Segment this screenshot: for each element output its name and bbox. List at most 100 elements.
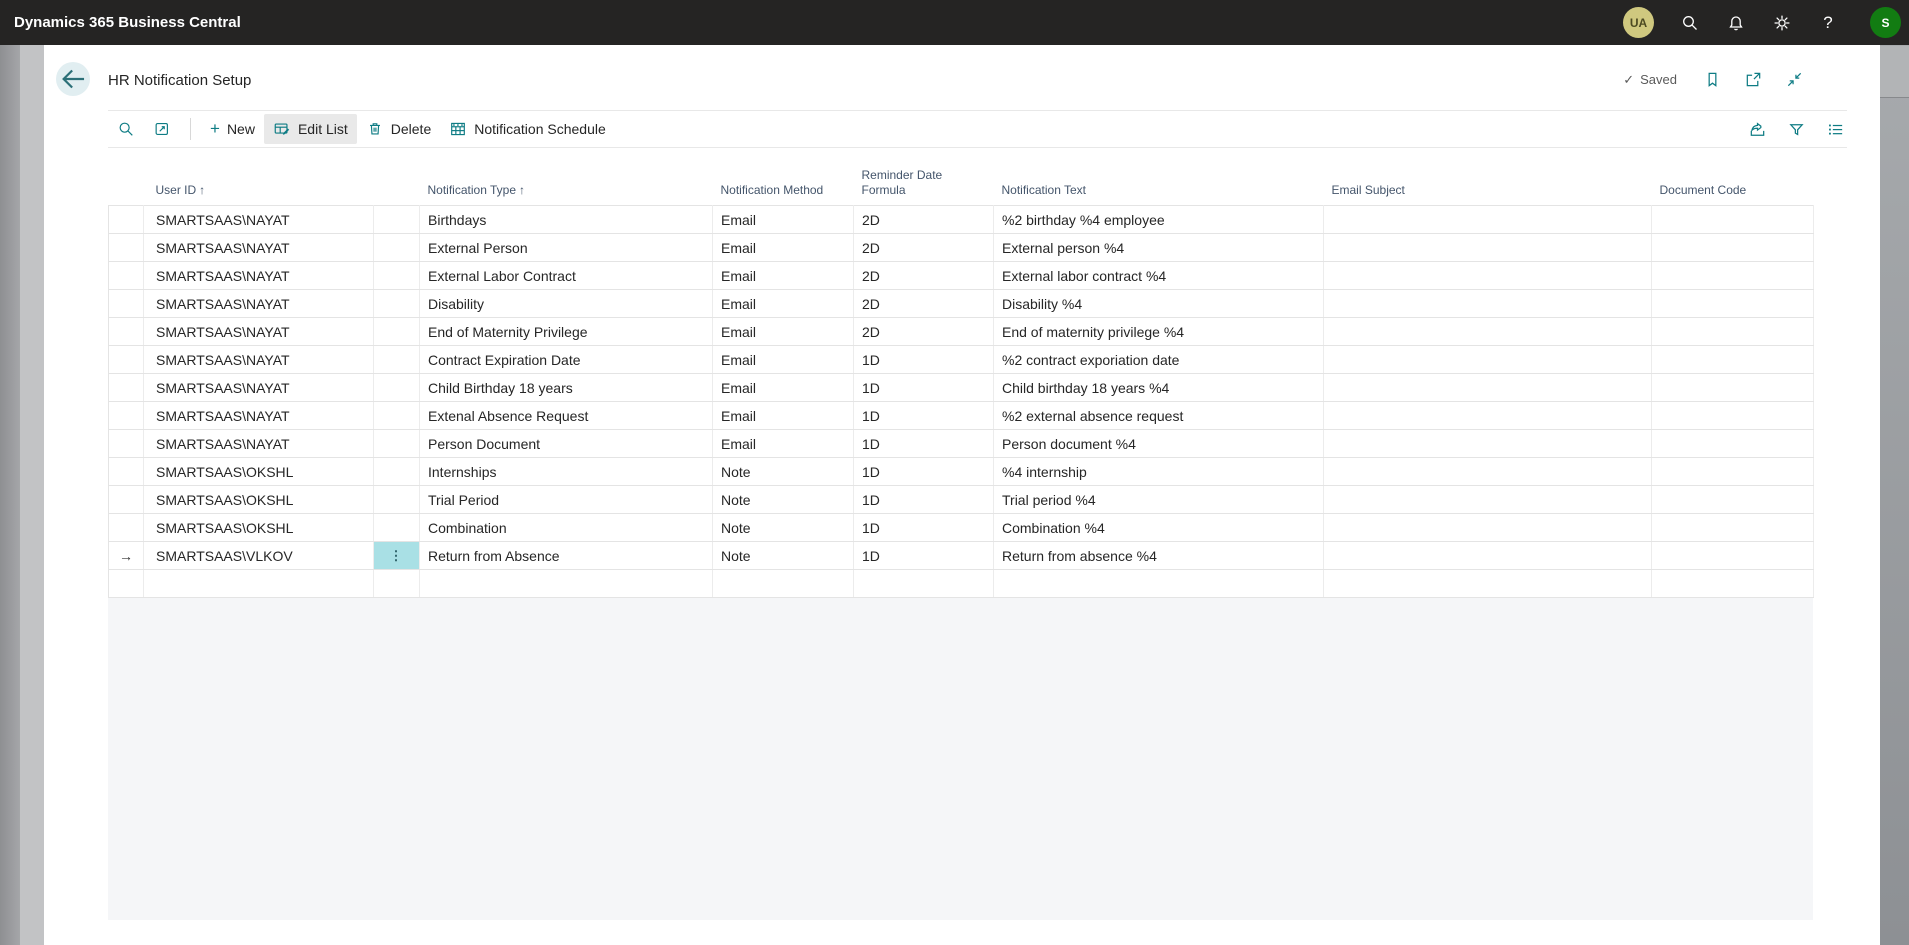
cell-user_id[interactable]: SMARTSAAS\NAYAT [143, 261, 374, 290]
cell-mini[interactable] [373, 429, 420, 458]
cell-mini[interactable] [373, 513, 420, 542]
cell-formula[interactable]: 1D [853, 541, 994, 570]
delete-button[interactable]: Delete [357, 114, 440, 144]
cell-type[interactable]: Birthdays [419, 205, 713, 234]
cell-selector[interactable] [108, 569, 144, 598]
cell-formula[interactable]: 2D [853, 233, 994, 262]
cell-user_id[interactable]: SMARTSAAS\NAYAT [143, 317, 374, 346]
cell-selector[interactable] [108, 485, 144, 514]
cell-selector[interactable] [108, 401, 144, 430]
cell-email_subject[interactable] [1323, 569, 1652, 598]
cell-document_code[interactable] [1651, 513, 1814, 542]
cell-method[interactable]: Note [712, 485, 854, 514]
cell-text[interactable]: End of maternity privilege %4 [993, 317, 1324, 346]
cell-document_code[interactable] [1651, 541, 1814, 570]
cell-text[interactable]: Return from absence %4 [993, 541, 1324, 570]
cell-text[interactable]: Trial period %4 [993, 485, 1324, 514]
cell-email_subject[interactable] [1323, 205, 1652, 234]
column-header-user_id[interactable]: User ID ↑ [144, 168, 374, 206]
cell-mini[interactable] [373, 205, 420, 234]
cell-type[interactable]: Combination [419, 513, 713, 542]
cell-mini[interactable] [373, 569, 420, 598]
cell-email_subject[interactable] [1323, 457, 1652, 486]
cell-email_subject[interactable] [1323, 429, 1652, 458]
cell-formula[interactable]: 1D [853, 345, 994, 374]
settings-gear-icon[interactable] [1772, 13, 1792, 33]
cell-selector[interactable] [108, 429, 144, 458]
cell-type[interactable]: Return from Absence [419, 541, 713, 570]
cell-text[interactable]: External labor contract %4 [993, 261, 1324, 290]
cell-method[interactable]: Email [712, 233, 854, 262]
cell-method[interactable]: Email [712, 289, 854, 318]
column-header-type[interactable]: Notification Type ↑ [420, 168, 713, 206]
cell-selector[interactable] [108, 317, 144, 346]
cell-method[interactable]: Email [712, 429, 854, 458]
cell-formula[interactable]: 1D [853, 401, 994, 430]
cell-mini[interactable] [373, 485, 420, 514]
cell-email_subject[interactable] [1323, 485, 1652, 514]
cell-method[interactable]: Email [712, 317, 854, 346]
cell-method[interactable]: Email [712, 261, 854, 290]
cell-user_id[interactable]: SMARTSAAS\NAYAT [143, 429, 374, 458]
cell-text[interactable]: %2 external absence request [993, 401, 1324, 430]
cell-document_code[interactable] [1651, 317, 1814, 346]
cell-mini[interactable] [373, 401, 420, 430]
column-header-mini[interactable] [374, 168, 420, 206]
cell-email_subject[interactable] [1323, 317, 1652, 346]
cell-method[interactable]: Note [712, 541, 854, 570]
cell-document_code[interactable] [1651, 345, 1814, 374]
cell-user_id[interactable]: SMARTSAAS\OKSHL [143, 513, 374, 542]
cell-text[interactable]: External person %4 [993, 233, 1324, 262]
cell-email_subject[interactable] [1323, 233, 1652, 262]
cell-selector[interactable] [108, 233, 144, 262]
cell-selector[interactable] [108, 289, 144, 318]
cell-type[interactable]: Contract Expiration Date [419, 345, 713, 374]
cell-mini[interactable] [373, 457, 420, 486]
cell-formula[interactable]: 1D [853, 513, 994, 542]
window-scrollbar-track[interactable] [1880, 45, 1909, 945]
cell-email_subject[interactable] [1323, 345, 1652, 374]
cell-formula[interactable]: 2D [853, 205, 994, 234]
analyze-button[interactable] [144, 114, 180, 144]
cell-text[interactable]: Child birthday 18 years %4 [993, 373, 1324, 402]
cell-formula[interactable]: 2D [853, 261, 994, 290]
cell-text[interactable]: %2 birthday %4 employee [993, 205, 1324, 234]
column-header-text[interactable]: Notification Text [994, 168, 1324, 206]
cell-method[interactable]: Email [712, 205, 854, 234]
list-search-button[interactable] [108, 114, 144, 144]
help-icon[interactable]: ? [1818, 13, 1838, 33]
cell-document_code[interactable] [1651, 401, 1814, 430]
open-in-new-window-icon[interactable] [1744, 70, 1763, 89]
window-scrollbar-thumb[interactable] [1880, 46, 1909, 98]
cell-user_id[interactable]: SMARTSAAS\OKSHL [143, 485, 374, 514]
cell-type[interactable]: Extenal Absence Request [419, 401, 713, 430]
cell-formula[interactable]: 1D [853, 429, 994, 458]
cell-type[interactable]: Disability [419, 289, 713, 318]
cell-mini[interactable] [373, 373, 420, 402]
bookmark-icon[interactable] [1703, 70, 1722, 89]
cell-text[interactable]: Person document %4 [993, 429, 1324, 458]
cell-document_code[interactable] [1651, 205, 1814, 234]
cell-selector[interactable] [108, 373, 144, 402]
cell-user_id[interactable]: SMARTSAAS\NAYAT [143, 345, 374, 374]
cell-user_id[interactable]: SMARTSAAS\NAYAT [143, 373, 374, 402]
list-options-icon[interactable] [1826, 120, 1845, 139]
cell-mini[interactable] [373, 233, 420, 262]
column-header-selector[interactable] [109, 168, 144, 206]
cell-email_subject[interactable] [1323, 289, 1652, 318]
cell-method[interactable]: Email [712, 401, 854, 430]
cell-type[interactable]: Person Document [419, 429, 713, 458]
cell-formula[interactable]: 1D [853, 485, 994, 514]
cell-method[interactable]: Email [712, 373, 854, 402]
new-button[interactable]: + New [201, 115, 264, 143]
cell-type[interactable]: Trial Period [419, 485, 713, 514]
app-title[interactable]: Dynamics 365 Business Central [14, 14, 241, 31]
cell-selector[interactable] [108, 261, 144, 290]
cell-selector[interactable] [108, 457, 144, 486]
cell-method[interactable] [712, 569, 854, 598]
cell-selector[interactable] [108, 205, 144, 234]
cell-mini[interactable]: ⋮ [373, 541, 420, 570]
cell-user_id[interactable]: SMARTSAAS\OKSHL [143, 457, 374, 486]
cell-text[interactable]: Disability %4 [993, 289, 1324, 318]
cell-type[interactable] [419, 569, 713, 598]
